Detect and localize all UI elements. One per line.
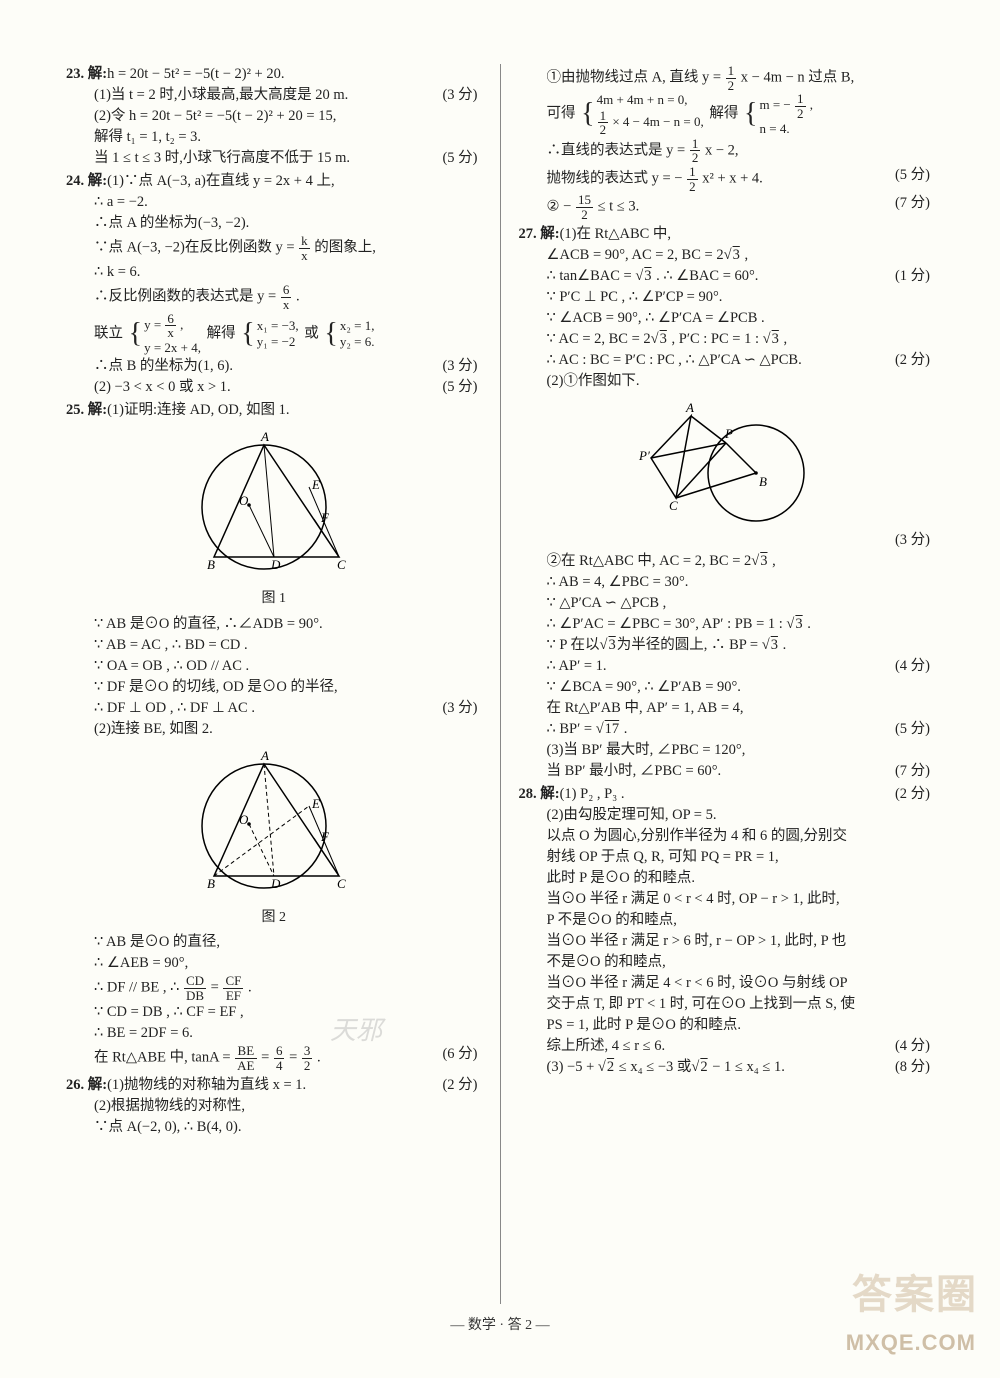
svg-text:A: A [685, 400, 694, 415]
q25-l4: ∵ DF 是⊙O 的切线, OD 是⊙O 的半径, [66, 677, 482, 698]
q23-l4: 当 1 ≤ t ≤ 3 时,小球飞行高度不低于 15 m. [94, 150, 350, 166]
q24-l3a: ∵点 A(−3, −2)在反比例函数 y = [94, 240, 298, 256]
q27-sfig: (3 分) [895, 530, 934, 551]
svg-text:A: A [260, 429, 269, 444]
q24-l6c: 或 [304, 325, 319, 341]
q25-l9a: ∴ DF // BE , ∴ [94, 979, 183, 995]
q25-l10: ∵ CD = DB , ∴ CF = EF , [66, 1002, 482, 1023]
q27-head: 27. 解: [519, 226, 560, 242]
q28: 28. 解:(1) P₂ , P₃ .(2 分) (2)由勾股定理可知, OP … [519, 784, 935, 1078]
q24-l6b: 解得 [207, 325, 236, 341]
svg-text:E: E [311, 477, 320, 492]
q23-head: 23. 解: [66, 66, 107, 82]
q25-fig2-cap: 图 2 [66, 908, 482, 928]
svg-text:B: B [759, 474, 767, 489]
q24-l5-frac: 6x [281, 283, 292, 311]
q24-s8: (5 分) [442, 377, 481, 398]
columns: 23. 解:h = 20t − 5t² = −5(t − 2)² + 20. (… [56, 64, 944, 1304]
q24-l6-sol1: {x₁ = −3,y₁ = −2 [241, 314, 298, 355]
q24-l4: ∴ k = 6. [66, 262, 482, 283]
q27-figure: A P′ P C B [621, 398, 831, 528]
q23-l0: h = 20t − 5t² = −5(t − 2)² + 20. [107, 66, 284, 82]
q25-figure1: A O E F B D C [179, 427, 369, 587]
q26-s0: (2 分) [442, 1075, 481, 1096]
q25-l5: ∴ DF ⊥ OD , ∴ DF ⊥ AC . [94, 700, 255, 716]
q25-figure2: A O E F B D C [179, 746, 369, 906]
column-divider [500, 64, 501, 1304]
svg-text:B: B [207, 876, 215, 891]
q25-l6: (2)连接 BE, 如图 2. [66, 719, 482, 740]
faint-watermark: 天邪 [330, 1010, 382, 1047]
answer-page: 23. 解:h = 20t − 5t² = −5(t − 2)² + 20. (… [0, 0, 1000, 1378]
q25-s12: (6 分) [442, 1044, 481, 1065]
q23-l3: 解得 t₁ = 1, t₂ = 3. [66, 127, 482, 148]
q26-l1: (2)根据抛物线的对称性, [66, 1096, 482, 1117]
q24-l3-frac: kx [299, 234, 310, 262]
q24-l5b: . [296, 289, 300, 305]
q23-l1: (1)当 t = 2 时,小球最高,最大高度是 20 m. [94, 87, 348, 103]
svg-text:P′: P′ [638, 448, 650, 463]
svg-text:F: F [320, 829, 330, 844]
q24-l1: ∴ a = −2. [66, 192, 482, 213]
q28-head: 28. 解: [519, 786, 560, 802]
q25-head: 25. 解: [66, 402, 107, 418]
q25-l3: ∵ OA = OB , ∴ OD // AC . [66, 656, 482, 677]
q23: 23. 解:h = 20t − 5t² = −5(t − 2)² + 20. (… [66, 64, 482, 169]
svg-text:B: B [207, 557, 215, 572]
q26-l0: (1)抛物线的对称轴为直线 x = 1. [107, 1077, 306, 1093]
svg-text:D: D [270, 876, 281, 891]
watermark-text: 答案圈 [852, 1262, 978, 1320]
q26: 26. 解:(1)抛物线的对称轴为直线 x = 1. (2 分) (2)根据抛物线… [66, 1075, 482, 1138]
q24-s7: (3 分) [442, 356, 481, 377]
left-column: 23. 解:h = 20t − 5t² = −5(t − 2)² + 20. (… [56, 64, 498, 1304]
svg-text:A: A [260, 748, 269, 763]
q26-l2: ∵点 A(−2, 0), ∴ B(4, 0). [66, 1117, 482, 1138]
q23-l2: (2)令 h = 20t − 5t² = −5(t − 2)² + 20 = 1… [66, 106, 482, 127]
q24: 24. 解:(1)∵点 A(−3, a)在直线 y = 2x + 4 上, ∴ … [66, 171, 482, 398]
q25-s5: (3 分) [442, 698, 481, 719]
q25-l11: ∴ BE = 2DF = 6. [66, 1023, 482, 1044]
q24-l6-sys: {y = 6x ,y = 2x + 4, [129, 312, 201, 357]
svg-text:F: F [320, 510, 330, 525]
right-column: ①由抛物线过点 A, 直线 y = 12 x − 4m − n 过点 B, 可得… [503, 64, 945, 1304]
svg-text:E: E [311, 796, 320, 811]
q25-l0: (1)证明:连接 AD, OD, 如图 1. [107, 402, 289, 418]
q24-l8: (2) −3 < x < 0 或 x > 1. [94, 379, 231, 395]
q24-l5a: ∴反比例函数的表达式是 y = [94, 289, 280, 305]
q24-l6-sol2: {x₂ = 1,y₂ = 6. [324, 314, 374, 355]
q27: 27. 解:(1)在 Rt△ABC 中, ∠ACB = 90°, AC = 2,… [519, 224, 935, 782]
q24-l6a: 联立 [94, 325, 123, 341]
q24-l0: (1)∵点 A(−3, a)在直线 y = 2x + 4 上, [107, 173, 335, 189]
svg-text:C: C [337, 557, 346, 572]
q25-l2: ∵ AB = AC , ∴ BD = CD . [66, 635, 482, 656]
watermark-url: MXQE.COM [846, 1330, 976, 1356]
svg-text:P: P [724, 426, 733, 441]
q24-l7: ∴点 B 的坐标为(1, 6). [94, 358, 233, 374]
q25-fig1-cap: 图 1 [66, 589, 482, 609]
q24-l3b: 的图象上, [314, 240, 376, 256]
q26-continued: ①由抛物线过点 A, 直线 y = 12 x − 4m − n 过点 B, 可得… [519, 64, 935, 222]
q23-s1: (3 分) [442, 85, 481, 106]
q24-head: 24. 解: [66, 173, 107, 189]
q23-s4: (5 分) [442, 148, 481, 169]
svg-text:D: D [270, 557, 281, 572]
q25-l7: ∵ AB 是⊙O 的直径, [66, 932, 482, 953]
q26-head: 26. 解: [66, 1077, 107, 1093]
q25: 25. 解:(1)证明:连接 AD, OD, 如图 1. A O E F B D… [66, 400, 482, 1072]
q25-l8: ∴ ∠AEB = 90°, [66, 953, 482, 974]
q24-l2: ∴点 A 的坐标为(−3, −2). [66, 213, 482, 234]
q25-l12a: 在 Rt△ABE 中, tanA = [94, 1050, 234, 1066]
q25-l1: ∵ AB 是⊙O 的直径, ∴∠ADB = 90°. [66, 614, 482, 635]
svg-text:C: C [337, 876, 346, 891]
svg-text:C: C [669, 498, 678, 513]
